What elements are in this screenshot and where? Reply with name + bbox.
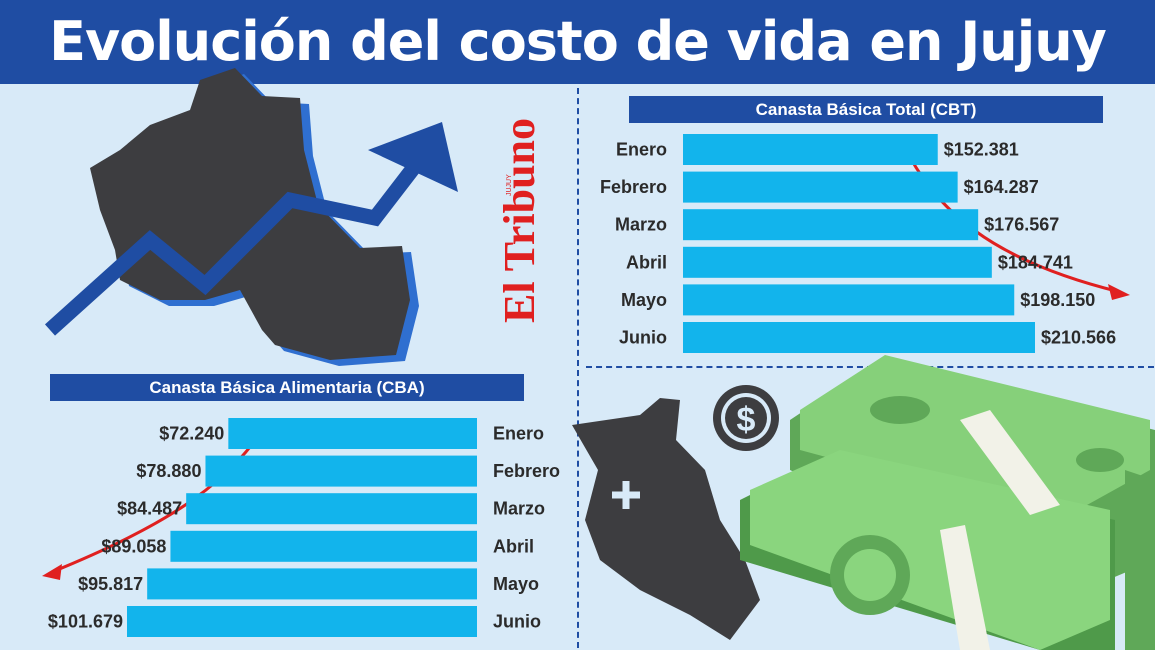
page-title: Evolución del costo de vida en Jujuy xyxy=(49,10,1107,73)
cba-chart-title: Canasta Básica Alimentaria (CBA) xyxy=(50,374,524,401)
cba-value-label: $84.487 xyxy=(117,499,182,519)
cba-bar xyxy=(170,530,477,562)
divider-vertical xyxy=(577,88,579,648)
cba-value-label: $101.679 xyxy=(48,612,123,632)
cbt-category-label: Enero xyxy=(616,140,667,160)
cbt-value-label: $184.741 xyxy=(998,252,1073,272)
cbt-bar xyxy=(683,322,1035,353)
cba-category-label: Febrero xyxy=(493,461,560,481)
cba-category-label: Abril xyxy=(493,536,534,556)
cbt-value-label: $152.381 xyxy=(944,140,1019,160)
cbt-bar xyxy=(683,284,1015,316)
cbt-category-label: Marzo xyxy=(615,215,667,235)
cba-value-label: $72.240 xyxy=(159,424,224,444)
cbt-bar xyxy=(683,171,958,203)
title-banner xyxy=(0,0,1155,84)
cba-category-label: Enero xyxy=(493,424,544,444)
cbt-category-label: Mayo xyxy=(621,290,667,310)
cba-bar xyxy=(186,493,477,525)
plus-icon xyxy=(612,481,640,509)
cba-category-label: Marzo xyxy=(493,499,545,519)
cbt-category-label: Abril xyxy=(626,252,667,272)
cba-category-label: Junio xyxy=(493,612,541,632)
jujuy-map-icon xyxy=(90,68,419,366)
brand-name: El Tribuno xyxy=(495,118,544,323)
cbt-value-label: $176.567 xyxy=(984,215,1059,235)
cbt-bar xyxy=(683,134,938,165)
cbt-bar xyxy=(683,209,979,241)
cbt-bar xyxy=(683,246,992,278)
brand-sub: JUJUY xyxy=(506,174,513,196)
cbt-chart-title: Canasta Básica Total (CBT) xyxy=(629,96,1103,123)
money-map-silhouette xyxy=(572,398,760,640)
cba-category-label: Mayo xyxy=(493,574,539,594)
cba-bar xyxy=(127,606,477,637)
cbt-value-label: $164.287 xyxy=(964,177,1039,197)
el-tribuno-logo: El Tribuno JUJUY xyxy=(495,118,544,323)
cbt-value-label: $198.150 xyxy=(1020,290,1095,310)
cba-bar xyxy=(228,418,477,449)
cbt-value-label: $210.566 xyxy=(1041,328,1116,348)
dollar-coin-icon: $ xyxy=(713,385,779,451)
cbt-category-label: Febrero xyxy=(600,177,667,197)
cba-value-label: $95.817 xyxy=(78,574,143,594)
cba-bar xyxy=(147,568,477,600)
cba-bar xyxy=(205,455,478,487)
rising-arrow-icon xyxy=(44,122,458,336)
cba-value-label: $89.058 xyxy=(101,536,166,556)
svg-text:$: $ xyxy=(737,401,756,439)
money-stack-icon xyxy=(740,355,1155,650)
cba-value-label: $78.880 xyxy=(136,461,201,481)
cbt-category-label: Junio xyxy=(619,328,667,348)
